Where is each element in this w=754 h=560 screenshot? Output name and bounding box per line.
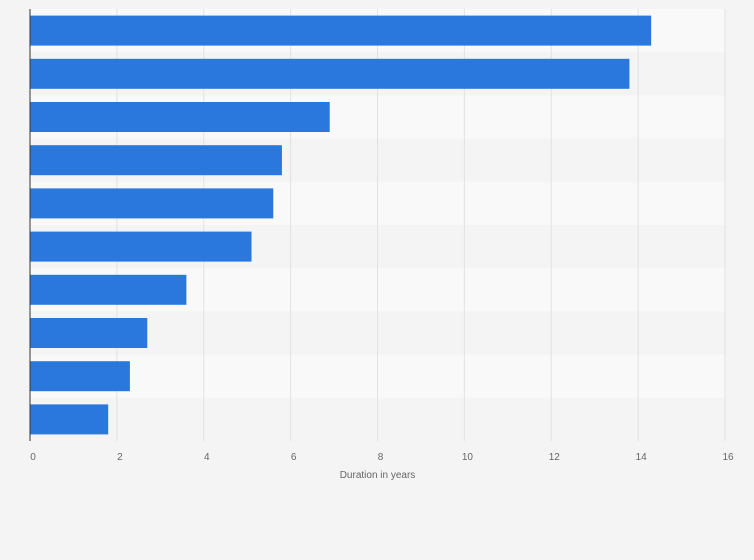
- x-tick-label: 16: [722, 452, 734, 463]
- x-axis-ticks: 0 2 4 6 8 10 12 14 16: [30, 452, 734, 463]
- bar: [30, 318, 148, 348]
- x-tick-label: 12: [549, 452, 561, 463]
- x-tick-label: 14: [636, 452, 648, 463]
- bar: [30, 15, 652, 46]
- bar: [30, 361, 130, 392]
- x-tick-label: 4: [204, 452, 210, 463]
- bar: [30, 58, 630, 89]
- bar: [30, 145, 282, 176]
- bar: [30, 188, 274, 219]
- x-tick-label: 10: [462, 452, 474, 463]
- x-axis-title: Duration in years: [340, 470, 416, 481]
- bar: [30, 274, 187, 305]
- bar: [30, 404, 109, 435]
- x-tick-label: 0: [30, 452, 36, 463]
- bar: [30, 102, 330, 132]
- x-tick-label: 6: [291, 452, 297, 463]
- x-tick-label: 8: [378, 452, 384, 463]
- bar: [30, 231, 252, 262]
- x-tick-label: 2: [117, 452, 123, 463]
- bars: [30, 15, 652, 435]
